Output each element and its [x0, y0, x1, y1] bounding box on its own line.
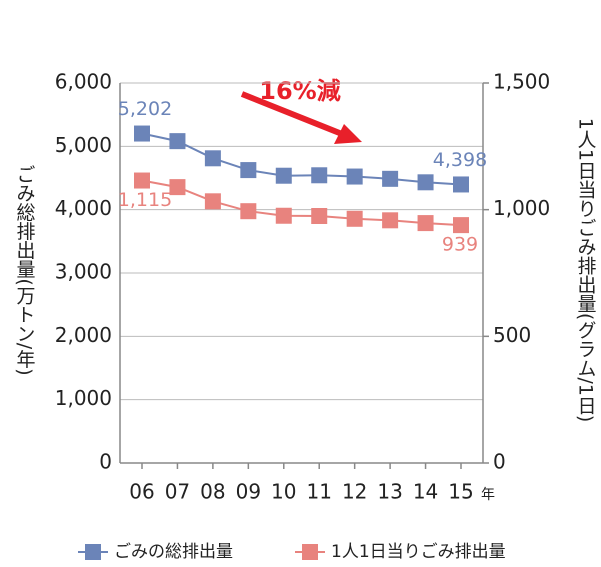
marker — [204, 193, 221, 210]
y-tick-label: 4,000 — [55, 196, 112, 220]
marker — [382, 170, 399, 187]
y-tick-label: 3,000 — [55, 260, 112, 284]
marker — [240, 203, 257, 220]
y2-axis-title: 1人1日当りごみ排出量(グラム/1日) — [575, 118, 597, 423]
x-tick-label: 09 — [236, 480, 261, 504]
marker — [134, 125, 150, 142]
x-tick-label: 15 — [448, 480, 473, 504]
y-tick-label: 5,000 — [55, 133, 112, 157]
marker — [169, 179, 186, 196]
y-axis-title: ごみ総排出量(万トン/年) — [14, 164, 36, 376]
marker — [346, 168, 363, 185]
marker — [417, 174, 434, 191]
x-tick-label: 10 — [271, 480, 296, 504]
marker — [134, 172, 150, 189]
marker — [346, 210, 363, 227]
x-tick-label: 06 — [129, 480, 154, 504]
legend-label: ごみの総排出量 — [114, 542, 233, 562]
y-tick-label: 0 — [99, 450, 112, 474]
y2-tick-label: 1,500 — [493, 70, 550, 94]
y2-tick-label: 0 — [493, 450, 506, 474]
x-tick-label: 14 — [413, 480, 438, 504]
marker — [311, 208, 328, 224]
x-tick-label: 11 — [306, 480, 331, 504]
annotation: 16%減 — [259, 77, 340, 105]
value-label: 1,115 — [118, 189, 172, 211]
x-tick-label: 12 — [342, 480, 367, 504]
series-line — [141, 132, 462, 186]
y-tick-label: 6,000 — [55, 70, 112, 94]
y2-tick-label: 500 — [493, 323, 531, 347]
marker — [382, 212, 399, 229]
value-label: 4,398 — [433, 149, 487, 171]
series-line — [141, 179, 462, 227]
marker — [417, 215, 434, 232]
marker — [453, 217, 469, 234]
arrow — [240, 91, 362, 144]
y-tick-label: 2,000 — [55, 323, 112, 347]
value-label: 5,202 — [118, 98, 172, 120]
y2-tick-label: 1,000 — [493, 196, 550, 220]
legend-marker — [302, 544, 318, 560]
marker — [275, 167, 292, 184]
x-tick-label: 07 — [165, 480, 190, 504]
marker — [169, 133, 186, 150]
marker — [204, 150, 221, 167]
marker — [311, 167, 328, 184]
marker — [240, 162, 257, 179]
x-tick-label: 08 — [200, 480, 225, 504]
legend-marker — [85, 544, 101, 560]
y-tick-label: 1,000 — [55, 386, 112, 410]
value-label: 939 — [442, 234, 478, 256]
x-unit: 年 — [481, 487, 495, 503]
marker — [453, 176, 469, 193]
x-tick-label: 13 — [377, 480, 402, 504]
marker — [275, 207, 292, 224]
legend-label: 1人1日当りごみ排出量 — [331, 542, 506, 562]
